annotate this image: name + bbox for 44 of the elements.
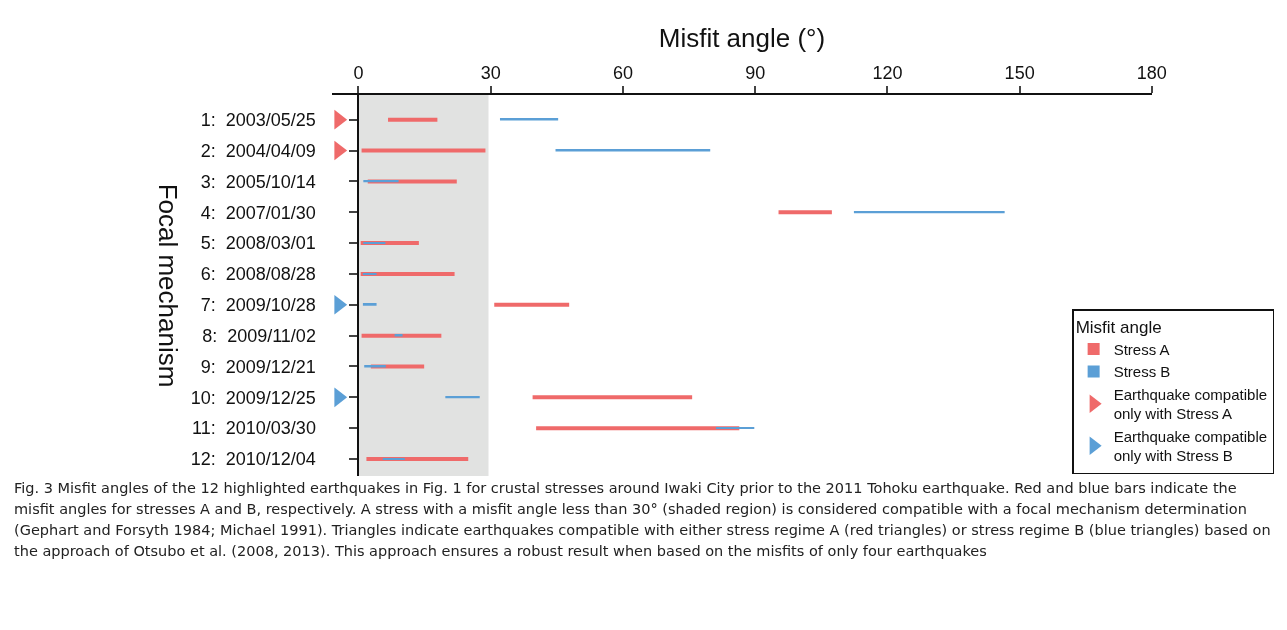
x-tick-label: 120: [872, 62, 903, 83]
legend-label: Stress B: [1113, 363, 1171, 381]
bar: [715, 427, 755, 430]
x-tick-label: 30: [480, 62, 501, 83]
y-tick-label: 2: 2004/04/09: [200, 140, 316, 161]
legend-label: Earthquake compatible only with Stress B: [1113, 427, 1268, 465]
x-tick-label: 180: [1136, 62, 1167, 83]
bar: [360, 271, 455, 276]
bar: [363, 242, 386, 245]
y-tick-label: 10: 2009/12/25: [190, 387, 316, 408]
y-tick-label: 3: 2005/10/14: [200, 171, 316, 192]
y-axis-title: Focal mechanism: [153, 183, 184, 388]
x-tick-label: 60: [612, 62, 633, 83]
y-tick-label: 12: 2010/12/04: [190, 449, 316, 470]
y-tick-label: 11: 2010/03/30: [192, 418, 316, 439]
bar: [362, 273, 377, 275]
bar: [494, 302, 570, 307]
bar: [361, 148, 486, 153]
x-tick-label: 0: [353, 62, 364, 83]
x-tick-label: 150: [1004, 62, 1035, 83]
legend-title: Misfit angle: [1075, 317, 1162, 337]
y-tick-label: 6: 2008/08/28: [200, 264, 316, 285]
bar: [445, 396, 480, 399]
bar: [853, 211, 1005, 214]
legend-label: Earthquake compatible only with Stress A: [1113, 385, 1268, 423]
caption: Fig. 3 Misfit angles of the 12 highlighted earthquakes in Fig. 1 for crustal stresses around Iwaki City prior to the 2011 Tohoku earthquake. Red and blue bars indicate the misfit angles for stresses A and B, respectively. A stress with a misfit angle less than 30° (shaded region) is considered compatible with a focal mechanism determination (Gephart and Forsyth 1984; Michael 1991). Triangles indicate earthquakes compatible with either stress regime A (red triangles) or stress regime B (blue triangles) based on the approach of Otsubo et al. (2008, 2013). This approach ensures a robust result when based on the misfits of only four earthquakes: [14, 479, 1272, 561]
x-axis-title: Misfit angle (°): [658, 22, 826, 53]
y-tick-label: 5: 2008/03/01: [200, 233, 316, 254]
x-tick-label: 90: [745, 62, 766, 83]
y-tick-label: 4: 2007/01/30: [200, 202, 316, 223]
bar: [532, 395, 693, 400]
bar: [361, 333, 442, 338]
bar: [536, 426, 740, 431]
bar: [388, 117, 438, 122]
y-tick-label: 8: 2009/11/02: [202, 325, 316, 346]
y-tick-label: 1: 2003/05/25: [200, 109, 316, 130]
y-tick-label: 7: 2009/10/28: [200, 295, 316, 316]
y-tick-label: 9: 2009/12/21: [200, 356, 316, 377]
bar: [382, 458, 405, 460]
bar: [362, 303, 377, 306]
bar: [499, 118, 559, 121]
legend-label: Stress A: [1113, 340, 1170, 358]
bar: [394, 334, 403, 337]
bar: [778, 210, 832, 215]
